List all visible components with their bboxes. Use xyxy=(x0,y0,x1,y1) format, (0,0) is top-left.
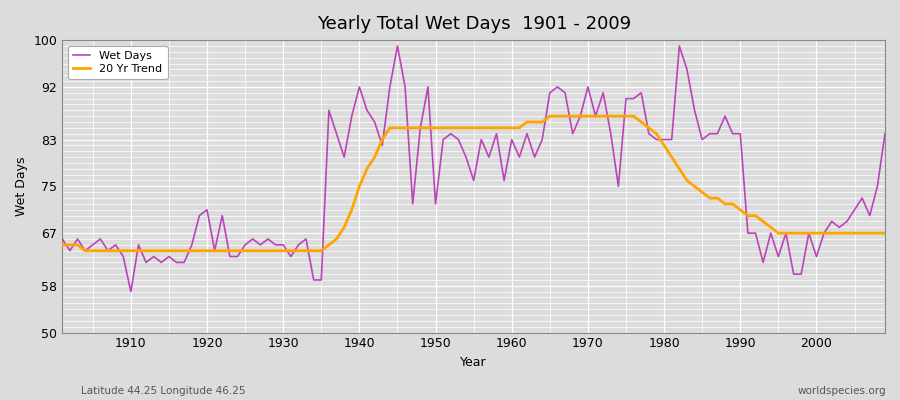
20 Yr Trend xyxy=(125,248,136,253)
20 Yr Trend xyxy=(57,242,68,247)
Wet Days xyxy=(392,44,403,48)
Y-axis label: Wet Days: Wet Days xyxy=(15,156,28,216)
Wet Days xyxy=(118,254,129,259)
Wet Days xyxy=(125,289,136,294)
20 Yr Trend xyxy=(514,126,525,130)
Wet Days xyxy=(879,131,890,136)
X-axis label: Year: Year xyxy=(460,356,487,369)
Wet Days xyxy=(613,184,624,189)
Line: 20 Yr Trend: 20 Yr Trend xyxy=(62,116,885,251)
Wet Days xyxy=(338,155,349,160)
20 Yr Trend xyxy=(293,248,304,253)
Text: Latitude 44.25 Longitude 46.25: Latitude 44.25 Longitude 46.25 xyxy=(81,386,246,396)
20 Yr Trend xyxy=(879,231,890,236)
Legend: Wet Days, 20 Yr Trend: Wet Days, 20 Yr Trend xyxy=(68,46,167,79)
20 Yr Trend xyxy=(338,225,349,230)
Wet Days xyxy=(522,131,533,136)
Title: Yearly Total Wet Days  1901 - 2009: Yearly Total Wet Days 1901 - 2009 xyxy=(317,15,631,33)
20 Yr Trend xyxy=(80,248,91,253)
20 Yr Trend xyxy=(544,114,555,118)
Wet Days xyxy=(57,236,68,241)
Line: Wet Days: Wet Days xyxy=(62,46,885,292)
Wet Days xyxy=(514,155,525,160)
20 Yr Trend xyxy=(507,126,517,130)
Text: worldspecies.org: worldspecies.org xyxy=(798,386,886,396)
Wet Days xyxy=(293,242,304,247)
20 Yr Trend xyxy=(613,114,624,118)
